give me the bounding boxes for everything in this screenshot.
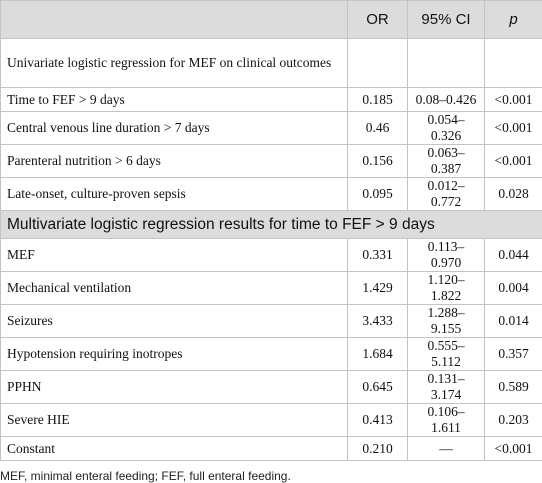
cell: 0.004 xyxy=(485,272,542,305)
row-label: Central venous line duration > 7 days xyxy=(1,112,348,145)
row-label: Late-onset, culture-proven sepsis xyxy=(1,178,348,211)
cell: 1.429 xyxy=(348,272,408,305)
cell: 0.203 xyxy=(485,404,542,437)
cell: <0.001 xyxy=(485,88,542,112)
cell: 0.131–3.174 xyxy=(408,371,485,404)
footnote: MEF, minimal enteral feeding; FEF, full … xyxy=(0,469,542,483)
row-label: MEF xyxy=(1,239,348,272)
cell: 0.589 xyxy=(485,371,542,404)
row-label: Constant xyxy=(1,437,348,461)
row-label: Time to FEF > 9 days xyxy=(1,88,348,112)
cell: 0.185 xyxy=(348,88,408,112)
cell: 0.210 xyxy=(348,437,408,461)
empty-cell xyxy=(408,39,485,88)
section-title: Univariate logistic regression for MEF o… xyxy=(1,39,348,88)
row-label: Seizures xyxy=(1,305,348,338)
table-body: Univariate logistic regression for MEF o… xyxy=(1,39,542,461)
cell: 0.106–1.611 xyxy=(408,404,485,437)
cell: 0.113–0.970 xyxy=(408,239,485,272)
cell: 3.433 xyxy=(348,305,408,338)
cell: 1.120–1.822 xyxy=(408,272,485,305)
section-row: Univariate logistic regression for MEF o… xyxy=(1,39,542,88)
cell: <0.001 xyxy=(485,145,542,178)
cell: 0.044 xyxy=(485,239,542,272)
cell: 0.156 xyxy=(348,145,408,178)
cell: 0.413 xyxy=(348,404,408,437)
page: OR 95% CI p Univariate logistic regressi… xyxy=(0,0,542,418)
cell: 0.331 xyxy=(348,239,408,272)
cell: 0.095 xyxy=(348,178,408,211)
cell: <0.001 xyxy=(485,112,542,145)
header-cell: OR xyxy=(348,1,408,39)
header-row: OR 95% CI p xyxy=(1,1,542,39)
row-label: Parenteral nutrition > 6 days xyxy=(1,145,348,178)
cell: 0.46 xyxy=(348,112,408,145)
section-title: Multivariate logistic regression results… xyxy=(1,211,542,239)
cell: 0.014 xyxy=(485,305,542,338)
row-label: Severe HIE xyxy=(1,404,348,437)
cell: 0.357 xyxy=(485,338,542,371)
empty-cell xyxy=(348,39,408,88)
cell: 0.555–5.112 xyxy=(408,338,485,371)
cell: 0.063–0.387 xyxy=(408,145,485,178)
header-empty xyxy=(1,1,348,39)
cell: <0.001 xyxy=(485,437,542,461)
cell: 0.054–0.326 xyxy=(408,112,485,145)
empty-cell xyxy=(485,39,542,88)
table: OR 95% CI p Univariate logistic regressi… xyxy=(0,0,542,461)
cell: 0.08–0.426 xyxy=(408,88,485,112)
cell: 1.288–9.155 xyxy=(408,305,485,338)
cell: 0.645 xyxy=(348,371,408,404)
header-cell: 95% CI xyxy=(408,1,485,39)
cell: — xyxy=(408,437,485,461)
row-label: Mechanical ventilation xyxy=(1,272,348,305)
cell: 1.684 xyxy=(348,338,408,371)
cell: 0.012–0.772 xyxy=(408,178,485,211)
header-cell: p xyxy=(485,1,542,39)
row-label: Hypotension requiring inotropes xyxy=(1,338,348,371)
section-row: Multivariate logistic regression results… xyxy=(1,211,542,239)
cell: 0.028 xyxy=(485,178,542,211)
row-label: PPHN xyxy=(1,371,348,404)
